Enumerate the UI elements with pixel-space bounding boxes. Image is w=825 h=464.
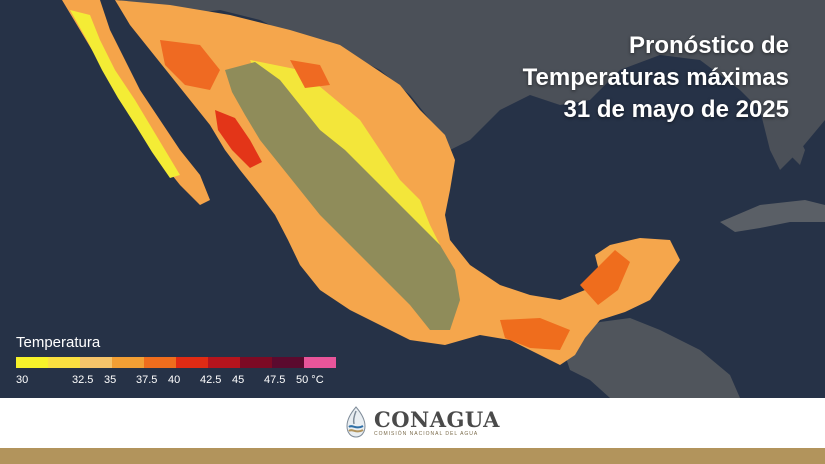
sinaloa-hot-zone bbox=[215, 110, 262, 168]
yucatan-hot-zone bbox=[580, 250, 630, 305]
legend-tick-label: 35 bbox=[104, 374, 117, 386]
legend-swatch bbox=[272, 357, 304, 368]
legend-swatch bbox=[208, 357, 240, 368]
brand-name: CONAGUA bbox=[374, 407, 500, 432]
legend-swatch bbox=[304, 357, 336, 368]
chiapas-hot-zone bbox=[500, 318, 570, 350]
map-canvas bbox=[62, 0, 825, 398]
legend-title: Temperatura bbox=[16, 334, 101, 351]
title-line-3: 31 de mayo de 2025 bbox=[563, 96, 789, 123]
legend-swatch bbox=[144, 357, 176, 368]
florida-land bbox=[760, 110, 805, 165]
legend-tick-label: 50 °C bbox=[296, 374, 324, 386]
legend-swatch bbox=[48, 357, 80, 368]
title-line-1: Pronóstico de bbox=[628, 32, 789, 59]
legend-swatch bbox=[16, 357, 48, 368]
legend-tick-label: 45 bbox=[232, 374, 245, 386]
legend-tick-label: 30 bbox=[16, 374, 29, 386]
conagua-logo-icon bbox=[346, 406, 366, 438]
footer-accent-band bbox=[0, 448, 825, 464]
legend-tick-label: 40 bbox=[168, 374, 181, 386]
map-title: Pronóstico de Temperaturas máximas 31 de… bbox=[523, 30, 789, 126]
temperature-map: Pronóstico de Temperaturas máximas 31 de… bbox=[0, 0, 825, 398]
mexico-highlands bbox=[225, 62, 460, 330]
legend-ticks: 30 32.5 35 37.5 40 42.5 45 47.5 50 °C bbox=[16, 374, 324, 390]
brand-subtitle: COMISIÓN NACIONAL DEL AGUA bbox=[374, 431, 479, 437]
legend-swatch bbox=[80, 357, 112, 368]
baja-yellow bbox=[70, 10, 180, 178]
legend-swatch bbox=[176, 357, 208, 368]
legend-swatch bbox=[112, 357, 144, 368]
cuba-land bbox=[720, 200, 825, 232]
legend-swatches bbox=[16, 357, 336, 368]
legend-tick-label: 47.5 bbox=[264, 374, 286, 386]
temperature-legend: Temperatura 30 32.5 35 37.5 40 42.5 45 47.5 50 °… bbox=[16, 334, 336, 390]
legend-swatch bbox=[240, 357, 272, 368]
title-line-2: Temperaturas máximas bbox=[522, 64, 789, 91]
footer-bar: CONAGUA COMISIÓN NACIONAL DEL AGUA bbox=[0, 398, 825, 448]
central-america-land bbox=[560, 318, 740, 398]
legend-tick-label: 42.5 bbox=[200, 374, 222, 386]
sonora-hot-zone bbox=[160, 40, 220, 90]
legend-tick-label: 32.5 bbox=[72, 374, 94, 386]
chihuahua-hot-zone bbox=[290, 60, 330, 88]
legend-tick-label: 37.5 bbox=[136, 374, 158, 386]
usa-land bbox=[120, 0, 825, 170]
